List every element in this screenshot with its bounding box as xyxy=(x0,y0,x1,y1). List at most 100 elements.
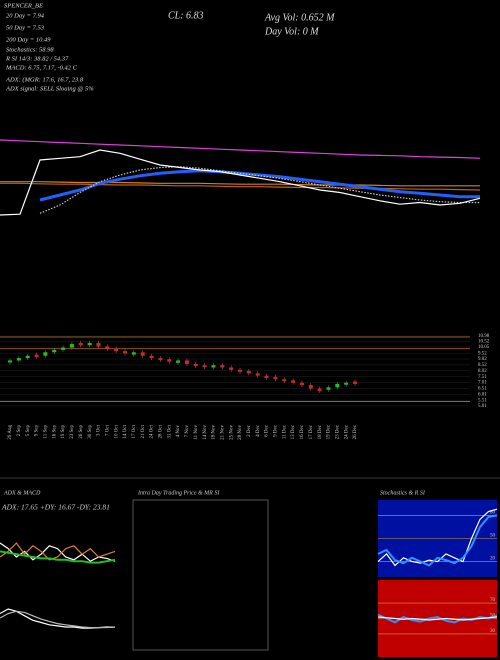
y-tick-label: 80 xyxy=(490,511,496,516)
panel-title: Stochastics & R SI xyxy=(380,490,426,496)
candle xyxy=(282,379,287,382)
series-line xyxy=(0,139,481,159)
x-tick-label: 26 Dec xyxy=(353,424,358,439)
candle xyxy=(61,347,66,350)
candle xyxy=(78,342,83,346)
series-line xyxy=(0,182,481,191)
y-tick-label: 70 xyxy=(490,598,496,603)
x-tick-label: 4 Dec xyxy=(256,424,261,437)
candle xyxy=(69,344,74,348)
x-tick-label: 4 Nov xyxy=(176,425,181,438)
x-tick-label: 28 Nov xyxy=(238,425,243,440)
candle xyxy=(353,381,357,384)
series-line xyxy=(0,610,116,629)
candle xyxy=(34,354,39,357)
x-tick-label: 9 Sep xyxy=(35,425,40,437)
candle xyxy=(317,388,322,391)
x-tick-label: 17 Dec xyxy=(309,424,314,439)
x-tick-label: 19 Sep xyxy=(61,425,66,439)
x-tick-label: 16 Dec xyxy=(300,424,305,439)
x-tick-label: 24 Dec xyxy=(344,424,349,439)
ma20: 20 Day = 7.94 xyxy=(6,12,45,19)
candle xyxy=(123,351,127,354)
x-tick-label: 7 Nov xyxy=(185,425,190,438)
series-line xyxy=(377,508,498,567)
series-line xyxy=(377,616,498,621)
y-tick-label: 10.05 xyxy=(478,345,490,350)
candle xyxy=(167,359,172,362)
candle xyxy=(273,376,278,380)
candle xyxy=(8,360,12,363)
y-tick-label: 5.01 xyxy=(478,404,487,409)
rsi: R SI 14/3: 38.82 / 54.37 xyxy=(5,55,69,62)
x-tick-label: 2 Sep xyxy=(17,425,22,437)
close: CL: 6.83 xyxy=(168,10,204,21)
panel-title: Intra Day Trading Price & MR SI xyxy=(137,490,220,496)
ma50: 50 Day = 7.53 xyxy=(6,24,45,31)
candle xyxy=(344,382,349,385)
x-tick-label: 28 Oct xyxy=(159,424,164,438)
series-line xyxy=(0,550,116,564)
x-tick-label: 6 Dec xyxy=(265,424,270,437)
candle xyxy=(220,365,225,368)
x-tick-label: 29 Aug xyxy=(8,425,13,440)
series-line xyxy=(377,613,498,624)
candle xyxy=(211,365,216,368)
panel-title: ADX & MACD xyxy=(3,490,41,496)
macd: MACD: 6.75, 7.17, -0.42 C xyxy=(5,64,78,71)
x-tick-label: 24 Oct xyxy=(150,424,155,438)
x-tick-label: 30 Sep xyxy=(88,425,93,439)
x-tick-label: 11 Sep xyxy=(44,425,49,439)
candle xyxy=(264,375,269,379)
candle xyxy=(140,352,145,356)
candle xyxy=(193,363,198,366)
x-tick-label: 23 Dec xyxy=(335,424,340,439)
candle xyxy=(105,346,110,349)
candle xyxy=(291,380,296,383)
x-tick-label: 18 Dec xyxy=(318,424,323,439)
candle xyxy=(16,358,21,361)
adx: ADX: (MGR: 17.6, 16.7, 23.8 xyxy=(5,76,84,83)
x-tick-label: 21 Nov xyxy=(220,425,225,440)
candle xyxy=(96,342,101,347)
y-tick-label: 6.51 xyxy=(478,387,487,392)
panel-subtitle: ADX: 17.65 +DY: 16.67 -DY: 23.81 xyxy=(1,503,110,512)
x-tick-label: 31 Oct xyxy=(167,424,172,438)
x-tick-label: 17 Oct xyxy=(132,424,137,438)
x-tick-label: 10 Oct xyxy=(114,424,119,438)
day-vol: Day Vol: 0 M xyxy=(264,26,319,37)
candle xyxy=(25,355,30,359)
x-tick-label: 14 Nov xyxy=(203,425,208,440)
x-tick-label: 26 Sep xyxy=(79,425,84,439)
y-tick-label: 10.98 xyxy=(478,334,490,339)
candle xyxy=(87,342,92,346)
x-tick-label: 13 Dec xyxy=(291,424,296,439)
adx-signal: ADX signal: SELL Sloaing @ 5% xyxy=(5,85,94,92)
y-tick-label: 10.52 xyxy=(478,340,490,345)
x-tick-label: 3 Oct xyxy=(97,424,102,436)
candle xyxy=(158,358,163,361)
y-tick-label: 5.51 xyxy=(478,398,487,403)
y-tick-label: 9.52 xyxy=(478,351,487,356)
candle xyxy=(149,355,154,359)
series-line xyxy=(0,181,480,187)
y-tick-label: 8.02 xyxy=(478,369,487,374)
candle xyxy=(255,373,260,376)
x-tick-label: 5 Sep xyxy=(26,425,31,437)
x-tick-label: 16 Sep xyxy=(52,425,57,439)
x-tick-label: 11 Nov xyxy=(194,425,199,440)
x-tick-label: 18 Nov xyxy=(212,425,217,440)
candle xyxy=(326,387,331,390)
candle xyxy=(308,385,313,389)
candle xyxy=(52,349,57,353)
x-tick-label: 7 Oct xyxy=(105,424,110,436)
x-tick-label: 14 Oct xyxy=(123,424,128,438)
y-tick-label: 50 xyxy=(490,534,496,539)
intraday-box xyxy=(132,499,269,651)
y-tick-label: 30 xyxy=(490,629,496,634)
candle xyxy=(238,369,242,372)
candle xyxy=(299,382,304,386)
y-tick-label: 8.52 xyxy=(478,363,487,368)
stochastics: Stochastics: 58.98 xyxy=(6,46,54,53)
